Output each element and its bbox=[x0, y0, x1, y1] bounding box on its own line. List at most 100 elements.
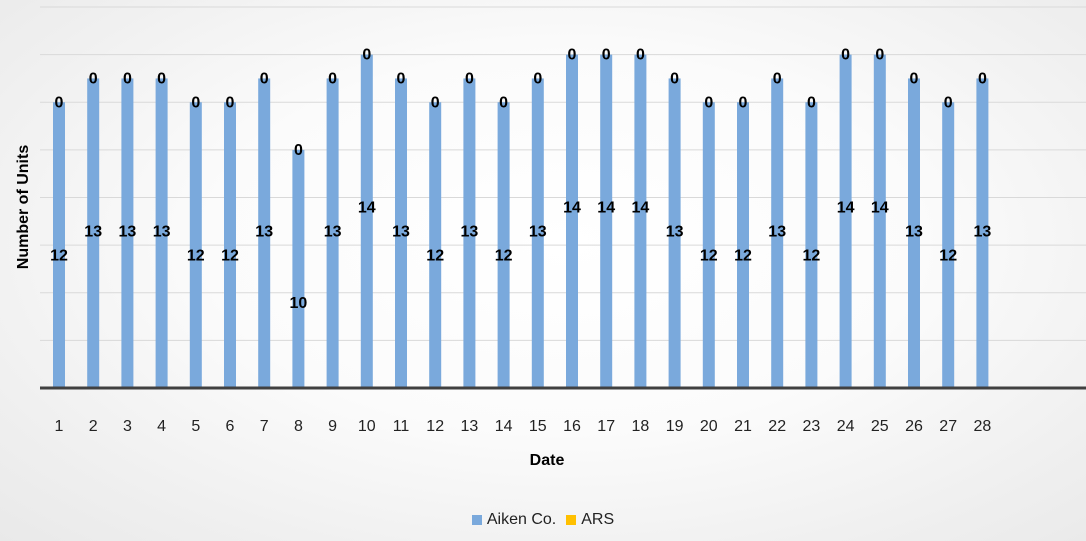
data-label-ars: 0 bbox=[978, 70, 987, 87]
data-label-ars: 0 bbox=[328, 70, 337, 87]
data-label-ars: 0 bbox=[397, 70, 406, 87]
bar-aiken[interactable] bbox=[737, 102, 749, 388]
bar-aiken[interactable] bbox=[634, 54, 647, 388]
data-label-aiken: 12 bbox=[426, 247, 444, 264]
data-label-aiken: 12 bbox=[495, 247, 513, 264]
x-axis: 1 2 3 4 5 6 7 8 9 10 11 12 13 14 15 16 17 18 19 20 21 22 23 24 2… bbox=[40, 386, 1086, 435]
bar-aiken[interactable] bbox=[463, 78, 476, 388]
x-tick-label: 7 bbox=[260, 418, 269, 435]
data-label-ars: 0 bbox=[123, 70, 132, 87]
x-tick-label: 23 bbox=[803, 418, 821, 435]
x-tick-label: 19 bbox=[666, 418, 684, 435]
legend-item-ars[interactable]: ARS bbox=[566, 511, 614, 529]
data-label-aiken: 12 bbox=[803, 247, 821, 264]
data-label-ars: 0 bbox=[807, 94, 816, 111]
data-label-ars: 0 bbox=[157, 70, 166, 87]
bar-aiken[interactable] bbox=[224, 102, 236, 388]
bar-aiken[interactable] bbox=[976, 78, 989, 388]
x-tick-label: 26 bbox=[905, 418, 923, 435]
x-tick-label: 13 bbox=[461, 418, 479, 435]
legend: Aiken Co. ARS bbox=[0, 511, 1086, 529]
bar-aiken[interactable] bbox=[121, 78, 134, 388]
bar-aiken[interactable] bbox=[771, 78, 784, 388]
data-label-ars: 0 bbox=[191, 94, 200, 111]
bars bbox=[53, 54, 989, 388]
bar-aiken[interactable] bbox=[189, 102, 202, 388]
x-tick-label: 16 bbox=[563, 418, 581, 435]
bar-aiken[interactable] bbox=[702, 102, 715, 388]
bar-aiken[interactable] bbox=[258, 78, 271, 388]
legend-label-aiken: Aiken Co. bbox=[486, 511, 557, 528]
x-tick-label: 15 bbox=[529, 418, 547, 435]
bar-aiken[interactable] bbox=[53, 102, 65, 388]
legend-swatch-aiken bbox=[471, 515, 482, 525]
data-label-ars: 0 bbox=[362, 47, 371, 64]
data-label-aiken: 13 bbox=[255, 223, 273, 240]
data-label-aiken: 13 bbox=[324, 223, 342, 240]
data-label-aiken: 13 bbox=[392, 223, 410, 240]
data-label-ars: 0 bbox=[944, 94, 953, 111]
bar-aiken[interactable] bbox=[326, 78, 339, 388]
data-label-aiken: 14 bbox=[563, 200, 581, 217]
data-label-aiken: 13 bbox=[119, 223, 137, 240]
x-tick-label: 10 bbox=[358, 418, 376, 435]
legend-swatch-ars bbox=[566, 515, 577, 525]
x-tick-label: 6 bbox=[226, 418, 235, 435]
data-label-aiken: 13 bbox=[768, 223, 786, 240]
x-tick-label: 24 bbox=[837, 418, 855, 435]
bar-aiken[interactable] bbox=[942, 102, 955, 388]
data-label-aiken: 13 bbox=[153, 223, 171, 240]
x-tick-label: 22 bbox=[768, 418, 786, 435]
bar-aiken[interactable] bbox=[155, 78, 168, 388]
x-tick-label: 17 bbox=[597, 418, 615, 435]
data-label-ars: 0 bbox=[841, 47, 850, 64]
x-tick-label: 21 bbox=[734, 418, 752, 435]
bar-aiken[interactable] bbox=[531, 78, 544, 388]
bar-aiken[interactable] bbox=[497, 102, 510, 388]
data-label-ars: 0 bbox=[533, 70, 542, 87]
data-label-aiken: 10 bbox=[290, 295, 308, 312]
data-label-aiken: 12 bbox=[700, 247, 718, 264]
data-label-aiken: 14 bbox=[837, 200, 855, 217]
data-label-ars: 0 bbox=[431, 94, 440, 111]
x-tick-label: 20 bbox=[700, 418, 718, 435]
bar-aiken[interactable] bbox=[805, 102, 818, 388]
x-axis-title: Date bbox=[529, 452, 565, 469]
data-label-ars: 0 bbox=[670, 70, 679, 87]
bar-aiken[interactable] bbox=[668, 78, 681, 388]
data-label-ars: 0 bbox=[568, 47, 577, 64]
bar-aiken[interactable] bbox=[839, 54, 852, 388]
legend-item-aiken[interactable]: Aiken Co. bbox=[471, 511, 557, 529]
data-label-ars: 0 bbox=[499, 94, 508, 111]
data-label-aiken: 12 bbox=[939, 247, 957, 264]
legend-label-ars: ARS bbox=[581, 511, 615, 528]
x-tick-label: 18 bbox=[632, 418, 650, 435]
data-label-aiken: 14 bbox=[597, 200, 615, 217]
bar-aiken[interactable] bbox=[87, 78, 100, 388]
x-tick-label: 12 bbox=[426, 418, 444, 435]
bar-aiken[interactable] bbox=[908, 78, 920, 388]
data-label-ars: 0 bbox=[226, 94, 235, 111]
bar-aiken[interactable] bbox=[600, 54, 613, 388]
x-tick-label: 8 bbox=[294, 418, 303, 435]
data-label-aiken: 13 bbox=[666, 223, 684, 240]
data-label-ars: 0 bbox=[910, 70, 919, 87]
data-label-aiken: 14 bbox=[632, 200, 650, 217]
bar-aiken[interactable] bbox=[429, 102, 442, 388]
data-label-aiken: 13 bbox=[905, 223, 923, 240]
bar-aiken[interactable] bbox=[873, 54, 886, 388]
bar-aiken[interactable] bbox=[292, 149, 305, 388]
data-label-aiken: 12 bbox=[221, 247, 239, 264]
data-label-ars: 0 bbox=[260, 70, 269, 87]
bar-aiken[interactable] bbox=[566, 54, 578, 388]
x-tick-label: 3 bbox=[123, 418, 132, 435]
gridlines bbox=[40, 6, 1086, 341]
x-tick-label: 4 bbox=[157, 418, 166, 435]
data-label-ars: 0 bbox=[875, 47, 884, 64]
bar-aiken[interactable] bbox=[360, 54, 373, 388]
data-label-aiken: 14 bbox=[358, 200, 376, 217]
bar-aiken[interactable] bbox=[395, 78, 407, 388]
data-label-ars: 0 bbox=[602, 47, 611, 64]
